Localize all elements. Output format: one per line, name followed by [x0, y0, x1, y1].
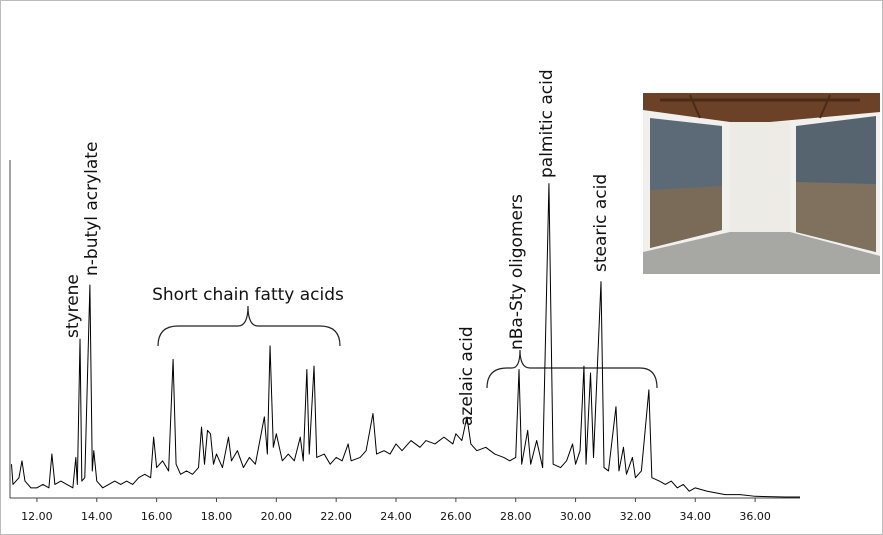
inset-photo	[643, 93, 880, 274]
x-tick-label: 28.00	[500, 510, 532, 523]
x-tick-label: 22.00	[320, 510, 352, 523]
x-tick-label: 34.00	[680, 510, 712, 523]
x-tick-label: 24.00	[380, 510, 412, 523]
x-tick-label: 36.00	[739, 510, 771, 523]
x-tick-label: 12.00	[21, 510, 53, 523]
x-tick-label: 30.00	[560, 510, 592, 523]
peak-annotation: azelaic acid	[457, 326, 477, 426]
peak-annotation: styrene	[63, 274, 83, 338]
x-tick-label: 20.00	[261, 510, 293, 523]
x-tick-label: 18.00	[201, 510, 233, 523]
peak-annotation: nBa-Sty oligomers	[507, 194, 527, 350]
annotation-braces	[157, 305, 658, 389]
peak-annotation: Short chain fatty acids	[152, 285, 344, 305]
x-tick-label: 32.00	[620, 510, 652, 523]
peak-annotation: palmitic acid	[537, 69, 557, 178]
x-tick-label: 14.00	[81, 510, 113, 523]
chromatogram-trace	[11, 183, 800, 498]
peak-annotation: n-butyl acrylate	[82, 142, 102, 276]
peak-annotation: stearic acid	[591, 174, 611, 272]
x-tick-label: 26.00	[440, 510, 472, 523]
x-tick-label: 16.00	[141, 510, 173, 523]
